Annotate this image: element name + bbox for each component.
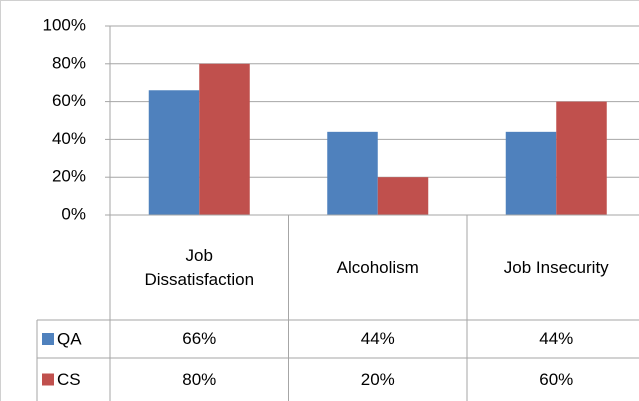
y-tick-label: 40% xyxy=(52,129,86,148)
legend-label: QA xyxy=(57,329,82,348)
bar xyxy=(148,90,200,215)
bar xyxy=(199,63,250,215)
table-value: 44% xyxy=(467,320,639,358)
bar xyxy=(556,101,607,215)
table-value: 80% xyxy=(110,358,289,401)
category-label-text: Job Dissatisfaction xyxy=(144,245,255,289)
y-tick-label: 60% xyxy=(52,91,86,110)
bar xyxy=(505,131,557,215)
table-value: 60% xyxy=(467,358,639,401)
table-value-text: 44% xyxy=(539,329,574,348)
category-label-text: Alcoholism xyxy=(336,257,419,277)
category-label: Job Dissatisfaction xyxy=(139,215,259,320)
table-value: 66% xyxy=(110,320,289,358)
y-tick-label: 100% xyxy=(43,15,86,34)
y-tick-label: 0% xyxy=(61,204,86,223)
category-label: Alcoholism xyxy=(318,215,438,320)
bar xyxy=(327,131,378,215)
category-label: Job Insecurity xyxy=(496,215,616,320)
table-value-text: 44% xyxy=(360,329,395,348)
y-tick-label: 80% xyxy=(52,53,86,72)
table-value-text: 80% xyxy=(182,369,217,389)
legend-key xyxy=(42,333,54,345)
table-value-text: 66% xyxy=(182,329,217,348)
y-tick-label: 20% xyxy=(52,167,86,186)
table-value-text: 60% xyxy=(539,369,574,389)
legend-key xyxy=(42,373,54,386)
bar xyxy=(377,177,429,215)
legend-label: CS xyxy=(57,370,81,389)
table-value: 20% xyxy=(289,358,468,401)
table-value-text: 20% xyxy=(360,369,395,389)
table-value: 44% xyxy=(289,320,468,358)
category-label-text: Job Insecurity xyxy=(503,257,609,277)
